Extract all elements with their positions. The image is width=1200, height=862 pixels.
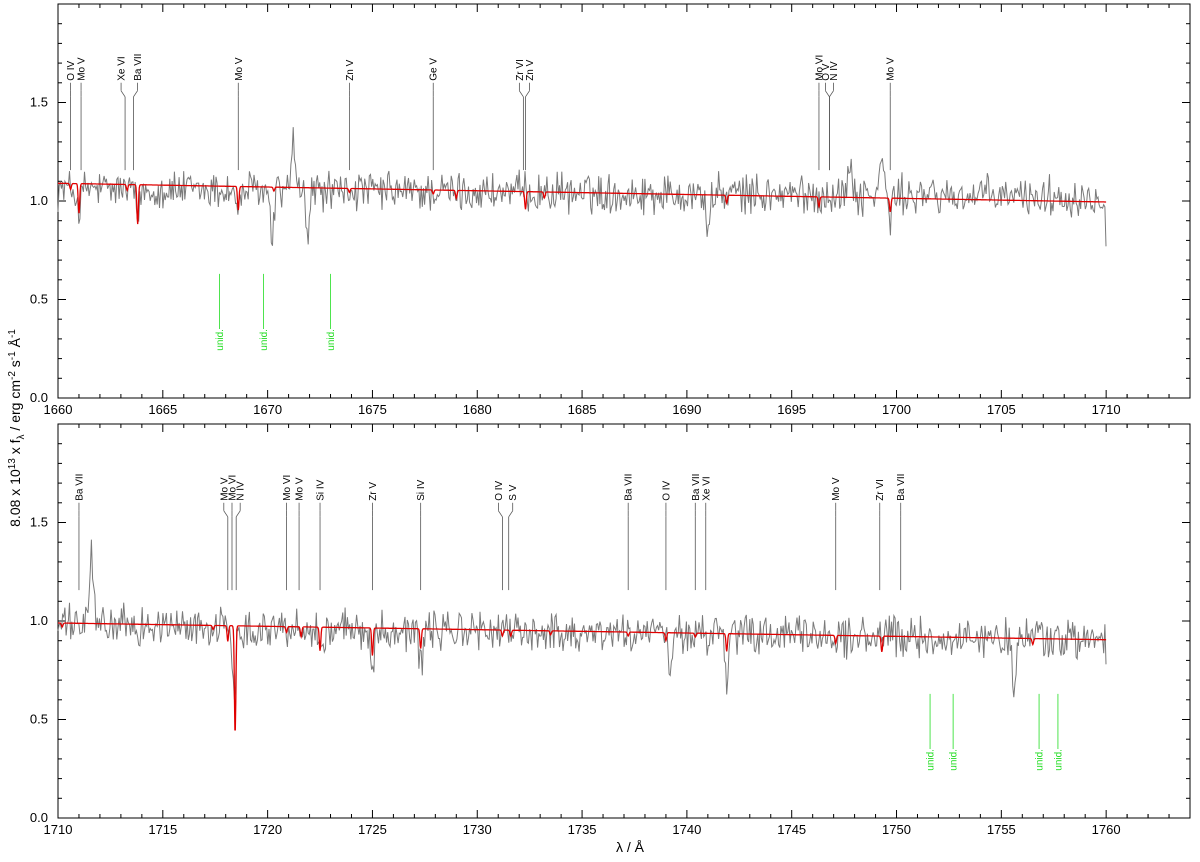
x-tick-label: 1715 xyxy=(148,822,177,837)
y-tick-label: 0.0 xyxy=(30,810,48,825)
line-id-label: Mo V xyxy=(77,57,88,81)
y-axis-title: 8.08 x 1013 x fλ / erg cm-2 s-1 Å-1 xyxy=(7,329,27,527)
x-tick-label: 1725 xyxy=(358,822,387,837)
line-id-label: Ba VII xyxy=(74,474,85,501)
line-id-label: Xe VI xyxy=(117,56,128,80)
x-tick-label: 1730 xyxy=(463,822,492,837)
x-tick-label: 1690 xyxy=(672,402,701,417)
observed-spectrum-line xyxy=(57,539,1107,700)
model-spectrum-line xyxy=(58,622,1107,731)
x-tick-label: 1710 xyxy=(1092,402,1121,417)
y-tick-label: 1.5 xyxy=(30,515,48,530)
line-id-label: Zn V xyxy=(525,59,536,80)
line-id-label: N IV xyxy=(829,61,840,81)
x-tick-label: 1685 xyxy=(568,402,597,417)
line-id-label: Zr VI xyxy=(875,479,886,501)
x-tick-label: 1705 xyxy=(987,402,1016,417)
x-tick-label: 1680 xyxy=(463,402,492,417)
line-id-connector xyxy=(223,510,229,518)
unid-label: unid. xyxy=(1035,749,1046,771)
line-id-connector xyxy=(525,90,530,98)
line-id-label: Mo VI xyxy=(282,475,293,501)
line-id-label: Si IV xyxy=(416,479,427,500)
x-tick-label: 1700 xyxy=(882,402,911,417)
line-id-label: Ba VII xyxy=(133,54,144,81)
line-id-label: N IV xyxy=(236,481,247,501)
x-tick-label: 1760 xyxy=(1092,822,1121,837)
line-id-label: Mo V xyxy=(234,57,245,81)
x-tick-label: 1670 xyxy=(253,402,282,417)
line-id-label: Mo V xyxy=(831,477,842,501)
line-id-label: Mo VI xyxy=(227,475,238,501)
line-id-label: O IV xyxy=(661,480,672,500)
model-spectrum-line xyxy=(58,182,1107,225)
unid-label: unid. xyxy=(926,749,937,771)
x-tick-label: 1755 xyxy=(987,822,1016,837)
line-id-connector xyxy=(519,90,524,98)
line-id-label: Ba VII xyxy=(691,474,702,501)
line-id-connector xyxy=(508,510,514,518)
line-id-label: O IV xyxy=(494,480,505,500)
line-id-connector xyxy=(829,90,834,98)
line-id-connector xyxy=(825,90,830,98)
y-tick-label: 0.5 xyxy=(30,712,48,727)
line-id-label: Si IV xyxy=(316,479,327,500)
line-id-connector xyxy=(498,510,503,518)
line-id-connector xyxy=(120,90,126,98)
line-id-label: Mo V xyxy=(886,57,897,81)
line-id-label: Mo V xyxy=(219,477,230,501)
x-tick-label: 1710 xyxy=(44,822,73,837)
x-tick-label: 1660 xyxy=(44,402,73,417)
unid-label: unid. xyxy=(326,329,337,351)
line-id-label: Ba VII xyxy=(896,474,907,501)
x-tick-label: 1735 xyxy=(568,822,597,837)
line-id-connector xyxy=(133,90,138,98)
line-id-label: Xe VI xyxy=(701,476,712,500)
y-tick-label: 1.0 xyxy=(30,613,48,628)
y-tick-label: 1.0 xyxy=(30,193,48,208)
x-tick-label: 1720 xyxy=(253,822,282,837)
line-id-label: Zr V xyxy=(368,482,379,501)
panel-top: 1660 1665 1670 1675 1680 1685 1690 1695 1700 1705… xyxy=(30,3,1191,417)
unid-label: unid. xyxy=(259,329,270,351)
x-tick-label: 1745 xyxy=(777,822,806,837)
unid-label: unid. xyxy=(1053,749,1064,771)
x-tick-label: 1695 xyxy=(777,402,806,417)
x-tick-label: 1750 xyxy=(882,822,911,837)
line-id-label: Zn V xyxy=(345,59,356,80)
line-id-label: S V xyxy=(508,484,519,500)
line-id-label: Mo VI xyxy=(814,55,825,81)
y-tick-label: 0.5 xyxy=(30,292,48,307)
line-id-label: Zr VI xyxy=(515,59,526,81)
observed-spectrum-line xyxy=(57,127,1107,247)
unid-label: unid. xyxy=(949,749,960,771)
line-id-connector xyxy=(235,510,241,518)
panel-bottom: 1710 1715 1720 1725 1730 1735 1740 1745 1750 1755… xyxy=(30,423,1191,837)
x-axis-title: λ / Å xyxy=(616,839,645,855)
line-id-label: O IV xyxy=(66,60,77,80)
line-id-label: Ba VII xyxy=(624,474,635,501)
line-id-label: O V xyxy=(821,63,832,81)
unid-label: unid. xyxy=(215,329,226,351)
line-id-label: Mo V xyxy=(295,477,306,501)
line-id-label: Ge V xyxy=(429,58,440,81)
x-tick-label: 1675 xyxy=(358,402,387,417)
y-tick-label: 1.5 xyxy=(30,95,48,110)
x-tick-label: 1740 xyxy=(672,822,701,837)
y-tick-label: 0.0 xyxy=(30,390,48,405)
x-tick-label: 1665 xyxy=(148,402,177,417)
